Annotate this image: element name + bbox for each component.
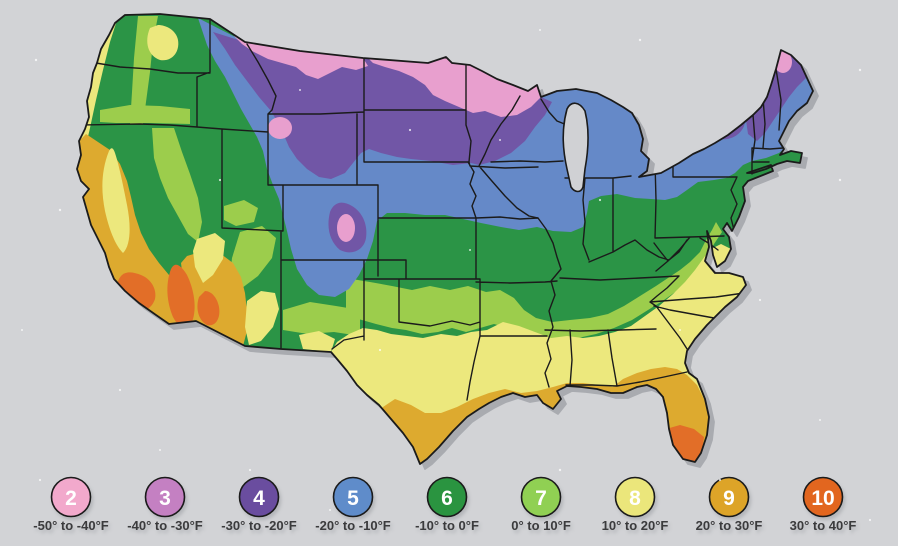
- legend-item-zone-7: 7 0° to 10°F: [511, 476, 571, 533]
- state-borders: [79, 18, 784, 401]
- legend-item-zone-9: 9 20° to 30°F: [696, 476, 763, 533]
- legend-item-zone-3: 3 -40° to -30°F: [127, 476, 203, 533]
- zone-3-range-label: -40° to -30°F: [127, 518, 202, 533]
- zone-8-swatch: [614, 476, 656, 518]
- zone-4-range-label: -30° to -20°F: [221, 518, 296, 533]
- zone-4-number: 4: [253, 487, 265, 510]
- zone-9-range-label: 20° to 30°F: [696, 518, 763, 533]
- zone-4-northern-new-england: [746, 50, 807, 141]
- zone-8-arizona-se: [245, 291, 279, 345]
- zone-7-southern-band: [346, 222, 722, 340]
- zone-7-number: 7: [535, 487, 547, 510]
- zone-8-central-valley: [102, 148, 130, 253]
- zone-6-swatch: [426, 476, 468, 518]
- legend-item-zone-10: 10 30° to 40°F: [790, 476, 857, 533]
- zone-2-swatch: [50, 476, 92, 518]
- usa-outline: [76, 13, 814, 465]
- zone-10-imperial-valley: [167, 264, 195, 328]
- zone-10-number: 10: [811, 487, 834, 510]
- legend: 2 -50° to -40°F 3 -40° to -30°F 4 -30° t…: [33, 476, 857, 533]
- legend-item-zone-6: 6 -10° to 0°F: [415, 476, 479, 533]
- zone-4-swatch: [238, 476, 280, 518]
- zone-5-number: 5: [347, 487, 359, 510]
- zone-7-swatch: [520, 476, 562, 518]
- zone-6-range-label: -10° to 0°F: [415, 518, 479, 533]
- legend-item-zone-2: 2 -50° to -40°F: [33, 476, 109, 533]
- zone-10-south-florida: [666, 425, 704, 463]
- zone-3-swatch: [144, 476, 186, 518]
- zone-8-el-paso: [299, 331, 335, 352]
- zone-8-nevada-tip: [193, 233, 225, 283]
- legend-item-zone-4: 4 -30° to -20°F: [221, 476, 297, 533]
- zone-8-overlay-regions: [102, 148, 335, 352]
- zone-5-range-label: -20° to -10°F: [315, 518, 390, 533]
- zone-3-number: 3: [159, 487, 171, 510]
- zone-3-colorado-spot: [337, 214, 355, 242]
- lake-michigan: [562, 102, 589, 193]
- zone-8-range-label: 10° to 20°F: [602, 518, 669, 533]
- zone-3-montana-strip: [234, 36, 368, 79]
- legend-item-zone-5: 5 -20° to -10°F: [315, 476, 391, 533]
- zone-3-wyoming-spot: [268, 117, 292, 139]
- zone-7-sierra-nevada: [152, 128, 202, 242]
- zone-10-arizona-sw: [197, 291, 220, 326]
- zone-7-utah-sw: [224, 200, 258, 226]
- legend-item-zone-8: 8 10° to 20°F: [602, 476, 669, 533]
- zone-5-swatch: [332, 476, 374, 518]
- zone-7-arizona-band: [230, 226, 276, 288]
- zone-7-oregon-south: [100, 105, 190, 124]
- usa-map: [76, 13, 814, 465]
- zone-8-number: 8: [629, 487, 641, 510]
- zone-2-number: 2: [65, 487, 77, 510]
- zone-8-columbia-basin: [147, 25, 179, 61]
- zone-10-swatch: [802, 476, 844, 518]
- zone-7-range-label: 0° to 10°F: [511, 518, 571, 533]
- speckle-texture: [21, 29, 872, 522]
- zone-6-number: 6: [441, 487, 453, 510]
- zone-10-range-label: 30° to 40°F: [790, 518, 857, 533]
- zone-9-swatch: [708, 476, 750, 518]
- zone-3-dakota-minnesota: [368, 57, 541, 117]
- zone-7-new-mexico-south: [283, 302, 360, 336]
- zone-9-number: 9: [723, 487, 735, 510]
- zone-2-range-label: -50° to -40°F: [33, 518, 108, 533]
